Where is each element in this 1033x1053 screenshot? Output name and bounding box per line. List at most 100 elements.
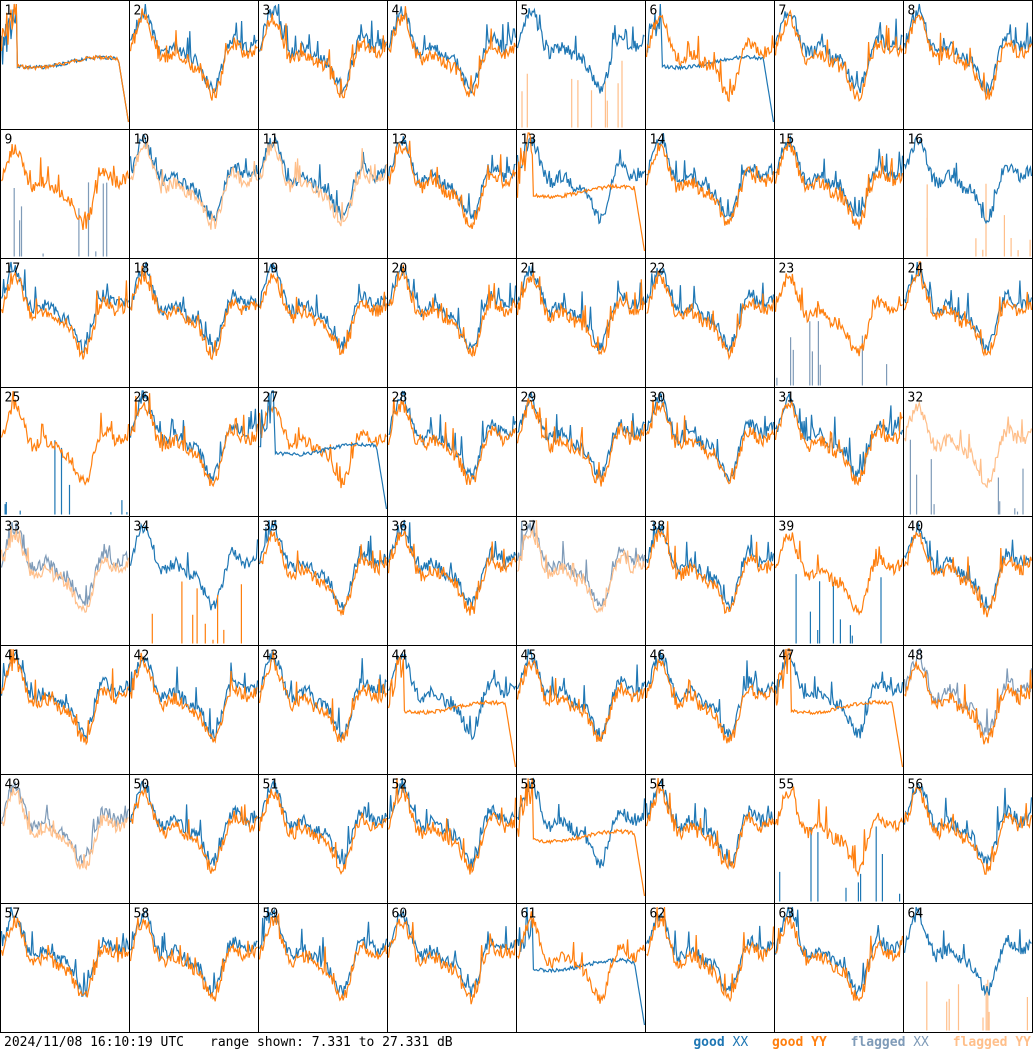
good-yy-trace: [259, 531, 388, 617]
good-xx-trace: [903, 136, 1033, 225]
timestamp-label: 2024/11/08 16:10:19 UTC: [4, 1035, 185, 1050]
panel-56: 56: [903, 774, 1033, 904]
panel-42: 42: [129, 645, 259, 775]
panel-18: 18: [129, 258, 259, 388]
panel-number-label: 15: [779, 133, 795, 148]
good-xx-trace: [516, 7, 645, 94]
panel-frame: [774, 645, 904, 775]
good-xx-trace: [645, 778, 774, 867]
panel-57: 57: [0, 903, 130, 1033]
good-yy-trace: [516, 777, 646, 897]
good-yy-trace: [774, 400, 903, 487]
panel-number-label: 61: [521, 907, 537, 922]
panel-27: 27: [258, 387, 388, 517]
good-yy-trace: [387, 918, 517, 1005]
panel-11: 11: [258, 129, 388, 259]
panel-number-label: 49: [5, 778, 21, 793]
good-yy-trace: [151, 581, 242, 644]
panel-frame: [516, 903, 646, 1033]
good-yy-trace: [645, 399, 775, 485]
good-xx-trace: [0, 650, 130, 740]
range-label: range shown: 7.331 to 27.331 dB: [210, 1035, 453, 1050]
flagged-yy-trace: [129, 140, 258, 230]
panel-number-label: 43: [263, 649, 279, 664]
footer-bar: 2024/11/08 16:10:19 UTC range shown: 7.3…: [0, 1033, 1033, 1053]
good-xx-trace: [645, 521, 775, 611]
good-xx-trace: [645, 267, 775, 354]
panel-frame: [0, 387, 130, 517]
panel-number-label: 29: [521, 391, 537, 406]
panel-frame: [258, 516, 388, 646]
panel-61: 61: [516, 903, 646, 1033]
good-yy-trace: [903, 261, 1033, 357]
good-yy-trace: [645, 142, 775, 226]
flagged-yy-trace: [926, 979, 1028, 1031]
panel-9: 9: [0, 129, 130, 259]
good-xx-trace: [903, 906, 1032, 997]
good-yy-trace: [903, 531, 1033, 618]
good-xx-trace: [779, 826, 901, 902]
panel-number-label: 41: [5, 649, 21, 664]
panel-number-label: 5: [521, 4, 529, 19]
panel-17: 17: [0, 258, 130, 388]
flagged-yy-trace: [516, 519, 646, 614]
panel-29: 29: [516, 387, 646, 517]
panel-number-label: 14: [650, 133, 666, 148]
panel-5: 5: [516, 0, 646, 130]
panel-number-label: 45: [521, 649, 537, 664]
panel-30: 30: [645, 387, 775, 517]
good-yy-trace: [258, 273, 388, 356]
panel-number-label: 47: [779, 649, 795, 664]
good-yy-trace: [774, 273, 903, 357]
panel-number-label: 54: [650, 778, 666, 793]
good-yy-trace: [258, 651, 388, 744]
good-yy-trace: [1, 143, 130, 230]
panel-number-label: 46: [650, 649, 666, 664]
panel-62: 62: [645, 903, 775, 1033]
good-yy-trace: [646, 269, 775, 361]
panel-59: 59: [258, 903, 388, 1033]
panel-number-label: 3: [263, 4, 271, 19]
good-xx-trace: [387, 519, 517, 609]
good-xx-trace: [259, 649, 387, 740]
panel-number-label: 2: [134, 4, 142, 19]
panel-number-label: 63: [779, 907, 795, 922]
good-yy-trace: [516, 398, 646, 487]
panel-7: 7: [774, 0, 904, 130]
panel-50: 50: [129, 774, 259, 904]
panel-number-label: 52: [392, 778, 408, 793]
good-yy-trace: [387, 777, 517, 875]
panel-number-label: 9: [5, 133, 13, 148]
panel-number-label: 27: [263, 391, 279, 406]
good-yy-trace: [0, 915, 130, 998]
flagged-yy-trace: [1, 787, 129, 871]
good-xx-trace: [516, 136, 646, 225]
panel-frame: [774, 387, 904, 517]
panel-13: 13: [516, 129, 646, 259]
good-yy-trace: [258, 788, 388, 875]
panel-25: 25: [0, 387, 130, 517]
panel-number-label: 20: [392, 262, 408, 277]
good-xx-trace: [646, 3, 775, 123]
panel-2: 2: [129, 0, 259, 130]
panel-38: 38: [645, 516, 775, 646]
panel-51: 51: [258, 774, 388, 904]
good-xx-trace: [903, 783, 1033, 868]
panel-frame: [516, 387, 646, 517]
panel-41: 41: [0, 645, 130, 775]
panel-number-label: 31: [779, 391, 795, 406]
good-yy-trace: [645, 658, 775, 744]
panel-55: 55: [774, 774, 904, 904]
panel-frame: [258, 129, 388, 259]
good-yy-trace: [646, 906, 775, 1003]
panel-64: 64: [903, 903, 1033, 1033]
panel-number-label: 48: [908, 649, 924, 664]
panel-number-label: 7: [779, 4, 787, 19]
good-xx-trace: [516, 906, 646, 1026]
panel-21: 21: [516, 258, 646, 388]
good-yy-trace: [775, 916, 904, 1002]
good-yy-trace: [645, 521, 774, 614]
panel-frame: [0, 903, 130, 1033]
panel-48: 48: [903, 645, 1033, 775]
panel-47: 47: [774, 645, 904, 775]
